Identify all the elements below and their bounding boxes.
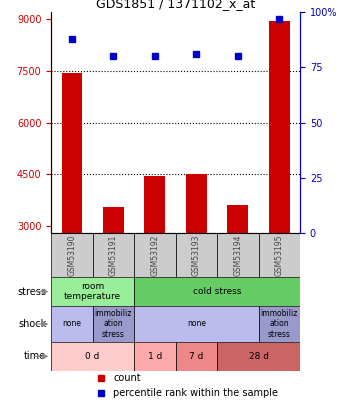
Text: none: none (187, 320, 206, 328)
Bar (51, 306, 93, 342)
Text: immobiliz
ation
stress: immobiliz ation stress (261, 309, 298, 339)
Bar (258, 306, 300, 342)
Bar (134, 306, 258, 342)
Text: 7 d: 7 d (189, 352, 204, 361)
Bar (103, 207, 124, 233)
Bar (217, 233, 258, 277)
Bar (186, 174, 207, 233)
Bar (51, 233, 93, 277)
Title: GDS1851 / 1371102_x_at: GDS1851 / 1371102_x_at (96, 0, 255, 10)
Text: room
temperature: room temperature (64, 282, 121, 301)
Bar (134, 233, 176, 277)
Text: shock: shock (18, 319, 46, 329)
Bar (93, 233, 134, 277)
Text: immobiliz
ation
stress: immobiliz ation stress (95, 309, 132, 339)
Text: 0 d: 0 d (86, 352, 100, 361)
Bar (61, 72, 82, 233)
Text: GSM53194: GSM53194 (233, 234, 242, 276)
Bar (269, 21, 290, 233)
Bar (176, 233, 217, 277)
Bar (93, 306, 134, 342)
Text: time: time (24, 352, 46, 361)
Bar (51, 342, 134, 371)
Bar (51, 277, 134, 306)
Text: GSM53192: GSM53192 (150, 234, 159, 276)
Bar (217, 342, 300, 371)
Text: percentile rank within the sample: percentile rank within the sample (113, 388, 278, 399)
Text: GSM53191: GSM53191 (109, 234, 118, 276)
Text: stress: stress (17, 287, 46, 296)
Text: count: count (113, 373, 141, 383)
Bar (258, 233, 300, 277)
Bar (227, 205, 248, 233)
Text: 1 d: 1 d (148, 352, 162, 361)
Text: GSM53195: GSM53195 (275, 234, 284, 276)
Bar (176, 342, 217, 371)
Text: GSM53193: GSM53193 (192, 234, 201, 276)
Bar (134, 277, 300, 306)
Text: cold stress: cold stress (193, 287, 241, 296)
Text: none: none (62, 320, 81, 328)
Text: 28 d: 28 d (249, 352, 269, 361)
Bar (134, 342, 176, 371)
Bar (145, 176, 165, 233)
Text: GSM53190: GSM53190 (68, 234, 76, 276)
